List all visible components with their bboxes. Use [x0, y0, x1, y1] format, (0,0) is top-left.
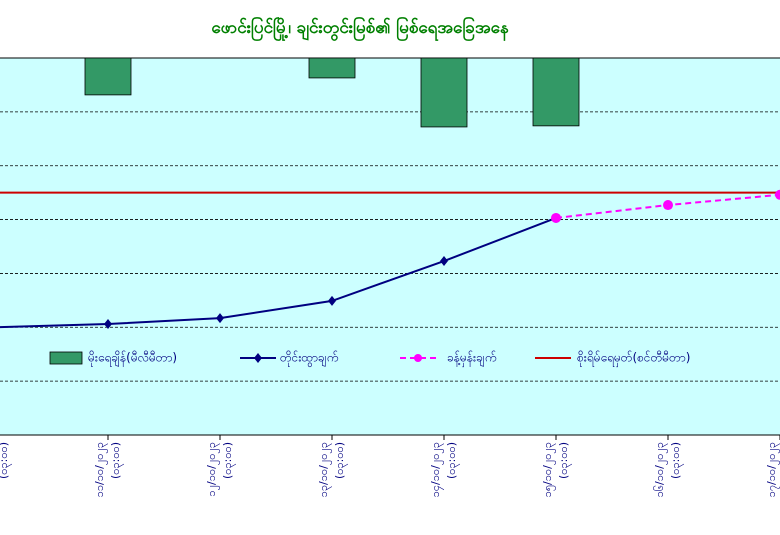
x-tick-time: (၀၃:၀၀) [0, 442, 12, 479]
point [663, 200, 673, 211]
legend-marker [254, 353, 262, 363]
x-tick-label: ၁၃/၁၀/၂၀၂၃ [317, 442, 332, 497]
bar [532, 57, 580, 127]
point [104, 319, 112, 330]
legend-label: ခန့်မှန်းချက် [447, 350, 496, 368]
bar [84, 57, 132, 96]
plot-area [0, 57, 780, 436]
x-tick-label: ၁၇/၁၀/၂၀၂၃ [765, 442, 780, 497]
legend-label: မိုးရေချိန်(မီလီမီတာ) [88, 350, 177, 368]
x-tick-time: (၀၃:၀၀) [221, 442, 236, 479]
legend-marker [414, 354, 422, 362]
x-tick-time: (၀၃:၀၀) [445, 442, 460, 479]
chart-title: ဖောင်းပြင်မြို့၊ ချင်းတွင်းမြစ်၏ မြစ်ရေအ… [211, 15, 508, 42]
x-tick-label: ၁၂/၁၀/၂၀၂၃ [205, 442, 220, 497]
bar [308, 57, 356, 79]
x-tick-label: ၁၄/၁၀/၂၀၂၃ [429, 442, 444, 497]
legend-label: တိုင်းထွာချက် [280, 350, 338, 368]
x-tick-time: (၀၃:၀၀) [557, 442, 572, 479]
point [440, 256, 448, 267]
x-tick-label: ၁၁/၁၀/၂၀၂၃ [93, 442, 108, 497]
x-tick-label: ၁၅/၁၀/၂၀၂၃ [541, 442, 556, 497]
legend-label: စိုးရိမ်ရေမှတ်(စင်တီမီတာ) [577, 350, 690, 368]
point [328, 295, 336, 306]
point [551, 212, 561, 223]
series-line [0, 217, 557, 329]
x-tick-time: (၀၃:၀၀) [333, 442, 348, 479]
x-tick-time: (၀၃:၀၀) [109, 442, 124, 479]
bar [420, 57, 468, 128]
x-tick-time: (၀၃:၀၀) [669, 442, 684, 479]
point [216, 313, 224, 324]
x-tick-label: ၁၆/၁၀/၂၀၂၃ [653, 442, 668, 497]
legend-swatch [49, 351, 83, 365]
point [775, 189, 780, 200]
